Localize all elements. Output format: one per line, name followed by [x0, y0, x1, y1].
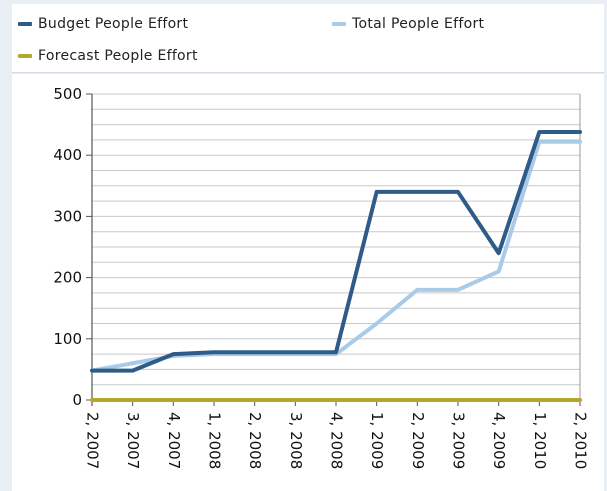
y-tick-label: 300 [53, 207, 82, 225]
y-tick-label: 0 [72, 391, 82, 409]
legend-swatch-forecast [18, 54, 32, 58]
x-tick-label: 3, 2007 [124, 412, 142, 469]
x-tick-label: 1, 2009 [368, 412, 386, 469]
x-tick-label: 4, 2008 [328, 412, 346, 469]
legend-item-forecast: Forecast People Effort [18, 48, 198, 64]
x-tick-label: 2, 2009 [409, 412, 427, 469]
legend-item-total: Total People Effort [332, 16, 484, 32]
legend-swatch-total [332, 22, 346, 26]
x-tick-label: 2, 2008 [246, 412, 264, 469]
legend-label-forecast: Forecast People Effort [38, 48, 198, 64]
x-tick-label: 3, 2008 [287, 412, 305, 469]
y-tick-label: 200 [53, 269, 82, 287]
x-tick-label: 2, 2007 [84, 412, 102, 469]
legend-label-total: Total People Effort [352, 16, 485, 32]
y-tick-label: 100 [53, 330, 82, 348]
y-tick-label: 500 [53, 85, 82, 103]
y-tick-label: 400 [53, 146, 82, 164]
x-tick-label: 4, 2009 [490, 412, 508, 469]
x-tick-label: 3, 2009 [450, 412, 468, 469]
legend-item-budget: Budget People Effort [18, 16, 188, 32]
x-tick-label: 1, 2008 [206, 412, 224, 469]
chart-legend: Budget People Effort Total People Effort… [12, 4, 604, 73]
x-tick-label: 2, 2010 [572, 412, 590, 469]
x-tick-label: 4, 2007 [165, 412, 183, 469]
x-tick-label: 1, 2010 [531, 412, 549, 469]
legend-label-budget: Budget People Effort [38, 16, 189, 32]
series-line-budget-people-effort [90, 129, 582, 373]
legend-swatch-budget [18, 22, 32, 26]
